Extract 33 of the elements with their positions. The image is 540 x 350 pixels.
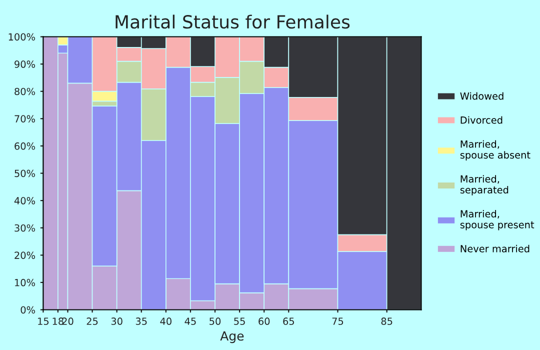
y-tick-label: 10% — [15, 278, 36, 286]
y-tick-label: 90% — [14, 60, 36, 68]
x-tick-label: 25 — [86, 318, 98, 325]
legend-label: Married, separated — [460, 175, 508, 196]
x-tick-label: 60 — [258, 318, 270, 325]
y-tick-label: 30% — [14, 224, 36, 232]
x-tick-label: 40 — [160, 318, 172, 325]
chart-title: Marital Status for Females — [116, 14, 350, 29]
y-tick-label: 40% — [14, 197, 36, 204]
x-tick-label: 18 — [52, 318, 64, 325]
x-tick-label: 20 — [62, 318, 74, 325]
x-tick-label: 85 — [381, 318, 392, 325]
legend-label: Never married — [460, 244, 530, 252]
y-tick-label: 80% — [14, 88, 36, 96]
y-tick-label: 0% — [20, 306, 36, 314]
y-tick-label: 60% — [14, 142, 36, 150]
x-axis-title: Age — [220, 331, 244, 344]
legend-label: Married, spouse present — [460, 210, 534, 230]
legend-label: Widowed — [460, 92, 504, 100]
x-tick-label: 45 — [184, 318, 196, 325]
y-tick-label: 70% — [14, 115, 36, 122]
x-tick-label: 15 — [38, 318, 49, 325]
x-tick-label: 50 — [210, 318, 221, 325]
x-tick-label: 30 — [111, 318, 122, 325]
legend-label: Married, spouse absent — [460, 140, 530, 161]
y-tick-label: 50% — [14, 170, 36, 178]
y-tick-label: 100% — [8, 33, 36, 41]
x-tick-label: 75 — [332, 318, 344, 325]
y-tick-label: 20% — [14, 252, 36, 259]
x-tick-label: 55 — [234, 318, 245, 325]
x-tick-label: 35 — [136, 318, 147, 325]
x-tick-label: 65 — [283, 318, 294, 325]
legend-label: Divorced — [460, 116, 502, 124]
